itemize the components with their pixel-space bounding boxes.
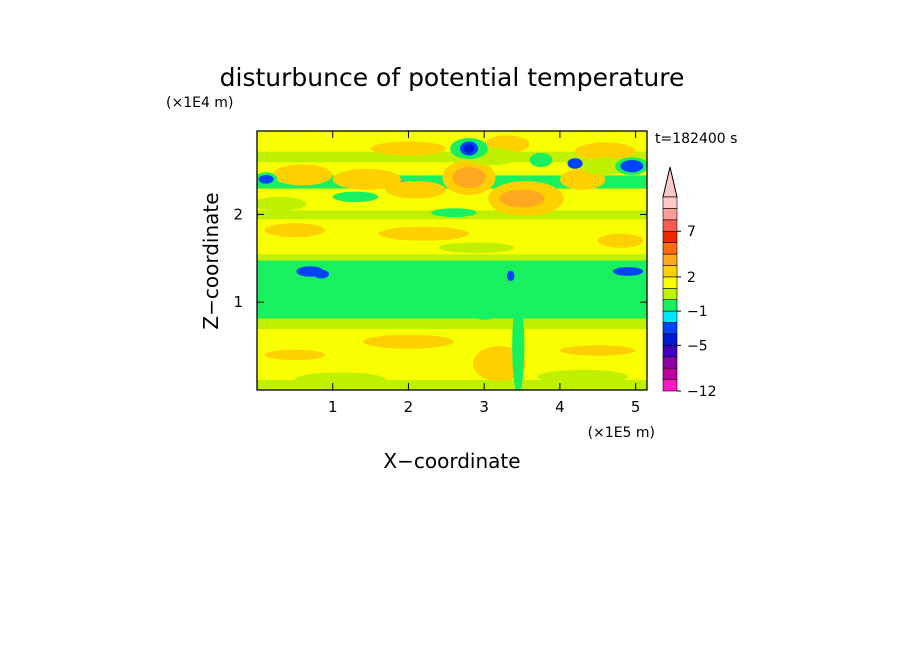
- field-blob: [257, 196, 307, 211]
- colorbar: 7 2 −1 −5 −12: [662, 166, 717, 400]
- field-blob: [452, 166, 486, 189]
- colorbar-extend-arrow: [662, 166, 678, 198]
- field-blob: [431, 208, 477, 218]
- colorbar-cell: [662, 208, 678, 221]
- colorbar-cell: [662, 196, 678, 209]
- field-blob: [313, 269, 329, 279]
- field-blob: [612, 267, 644, 276]
- field-band: [257, 151, 647, 163]
- x-tick-label: 5: [631, 398, 641, 416]
- x-multiplier-label: (×1E5 m): [588, 425, 655, 441]
- field-band: [257, 379, 647, 390]
- colorbar-cell: [662, 322, 678, 335]
- plot-frame: [256, 130, 648, 391]
- colorbar-cell: [662, 310, 678, 323]
- field-blob: [597, 233, 644, 248]
- field-blob: [620, 159, 644, 173]
- colorbar-cell: [662, 276, 678, 289]
- field-band: [257, 318, 647, 330]
- field-blob: [272, 164, 333, 186]
- field-blob: [370, 141, 447, 156]
- field-blob: [567, 158, 583, 169]
- field-blob: [294, 372, 386, 387]
- field-band: [257, 131, 647, 152]
- colorbar-cell: [662, 379, 678, 392]
- y-tick-label: 2: [233, 205, 243, 223]
- x-axis-ticks: 1 2 3 4 5: [328, 131, 640, 416]
- colorbar-cell: [662, 299, 678, 312]
- field-blob: [512, 297, 525, 390]
- field-blob: [575, 142, 636, 160]
- x-axis-label: X−coordinate: [383, 449, 520, 473]
- colorbar-tick-label: −1: [687, 304, 708, 320]
- colorbar-cell: [662, 287, 678, 301]
- colorbar-tick-label: 7: [687, 224, 696, 240]
- colorbar-cell: [662, 253, 678, 266]
- chart-title: disturbunce of potential temperature: [220, 63, 685, 92]
- colorbar-cell: [662, 367, 678, 380]
- field-blob: [499, 189, 545, 208]
- field-blob: [529, 152, 553, 167]
- field-blob: [332, 168, 401, 190]
- colorbar-cell: [662, 230, 678, 243]
- colorbar-cell: [662, 356, 678, 369]
- contour-field: [257, 131, 647, 390]
- field-blob: [378, 226, 470, 241]
- x-tick-label: 3: [479, 398, 489, 416]
- field-band: [257, 253, 647, 261]
- field-blob: [438, 242, 515, 254]
- field-blob: [463, 144, 475, 153]
- time-label: t=182400 s: [655, 131, 737, 147]
- colorbar-tick-label: −5: [687, 338, 708, 354]
- colorbar-cells: [662, 196, 678, 392]
- field-blob: [332, 191, 379, 203]
- colorbar-tick-label: 2: [687, 270, 696, 286]
- colorbar-tick-label: −12: [687, 384, 717, 400]
- field-blob: [264, 223, 326, 238]
- x-tick-label: 2: [404, 398, 414, 416]
- field-blob: [363, 334, 454, 349]
- field-blob: [506, 270, 515, 282]
- field-blob: [537, 369, 629, 384]
- colorbar-cell: [662, 219, 678, 232]
- y-axis-label: Z−coordinate: [199, 192, 223, 329]
- colorbar-cell: [662, 242, 678, 255]
- x-tick-label: 1: [328, 398, 338, 416]
- field-blob: [258, 174, 274, 184]
- y-axis-ticks: 12: [233, 205, 647, 311]
- colorbar-tick-labels: 7 2 −1 −5 −12: [677, 224, 717, 400]
- x-tick-label: 4: [555, 398, 565, 416]
- y-tick-label: 1: [233, 293, 243, 311]
- y-multiplier-label: (×1E4 m): [166, 95, 233, 111]
- colorbar-cell: [662, 345, 678, 358]
- field-blob: [385, 181, 447, 199]
- colorbar-cell: [662, 333, 678, 346]
- field-blob: [264, 349, 326, 361]
- field-blob: [559, 345, 636, 356]
- colorbar-cell: [662, 265, 678, 278]
- field-blob: [465, 293, 504, 320]
- field-band: [257, 188, 647, 211]
